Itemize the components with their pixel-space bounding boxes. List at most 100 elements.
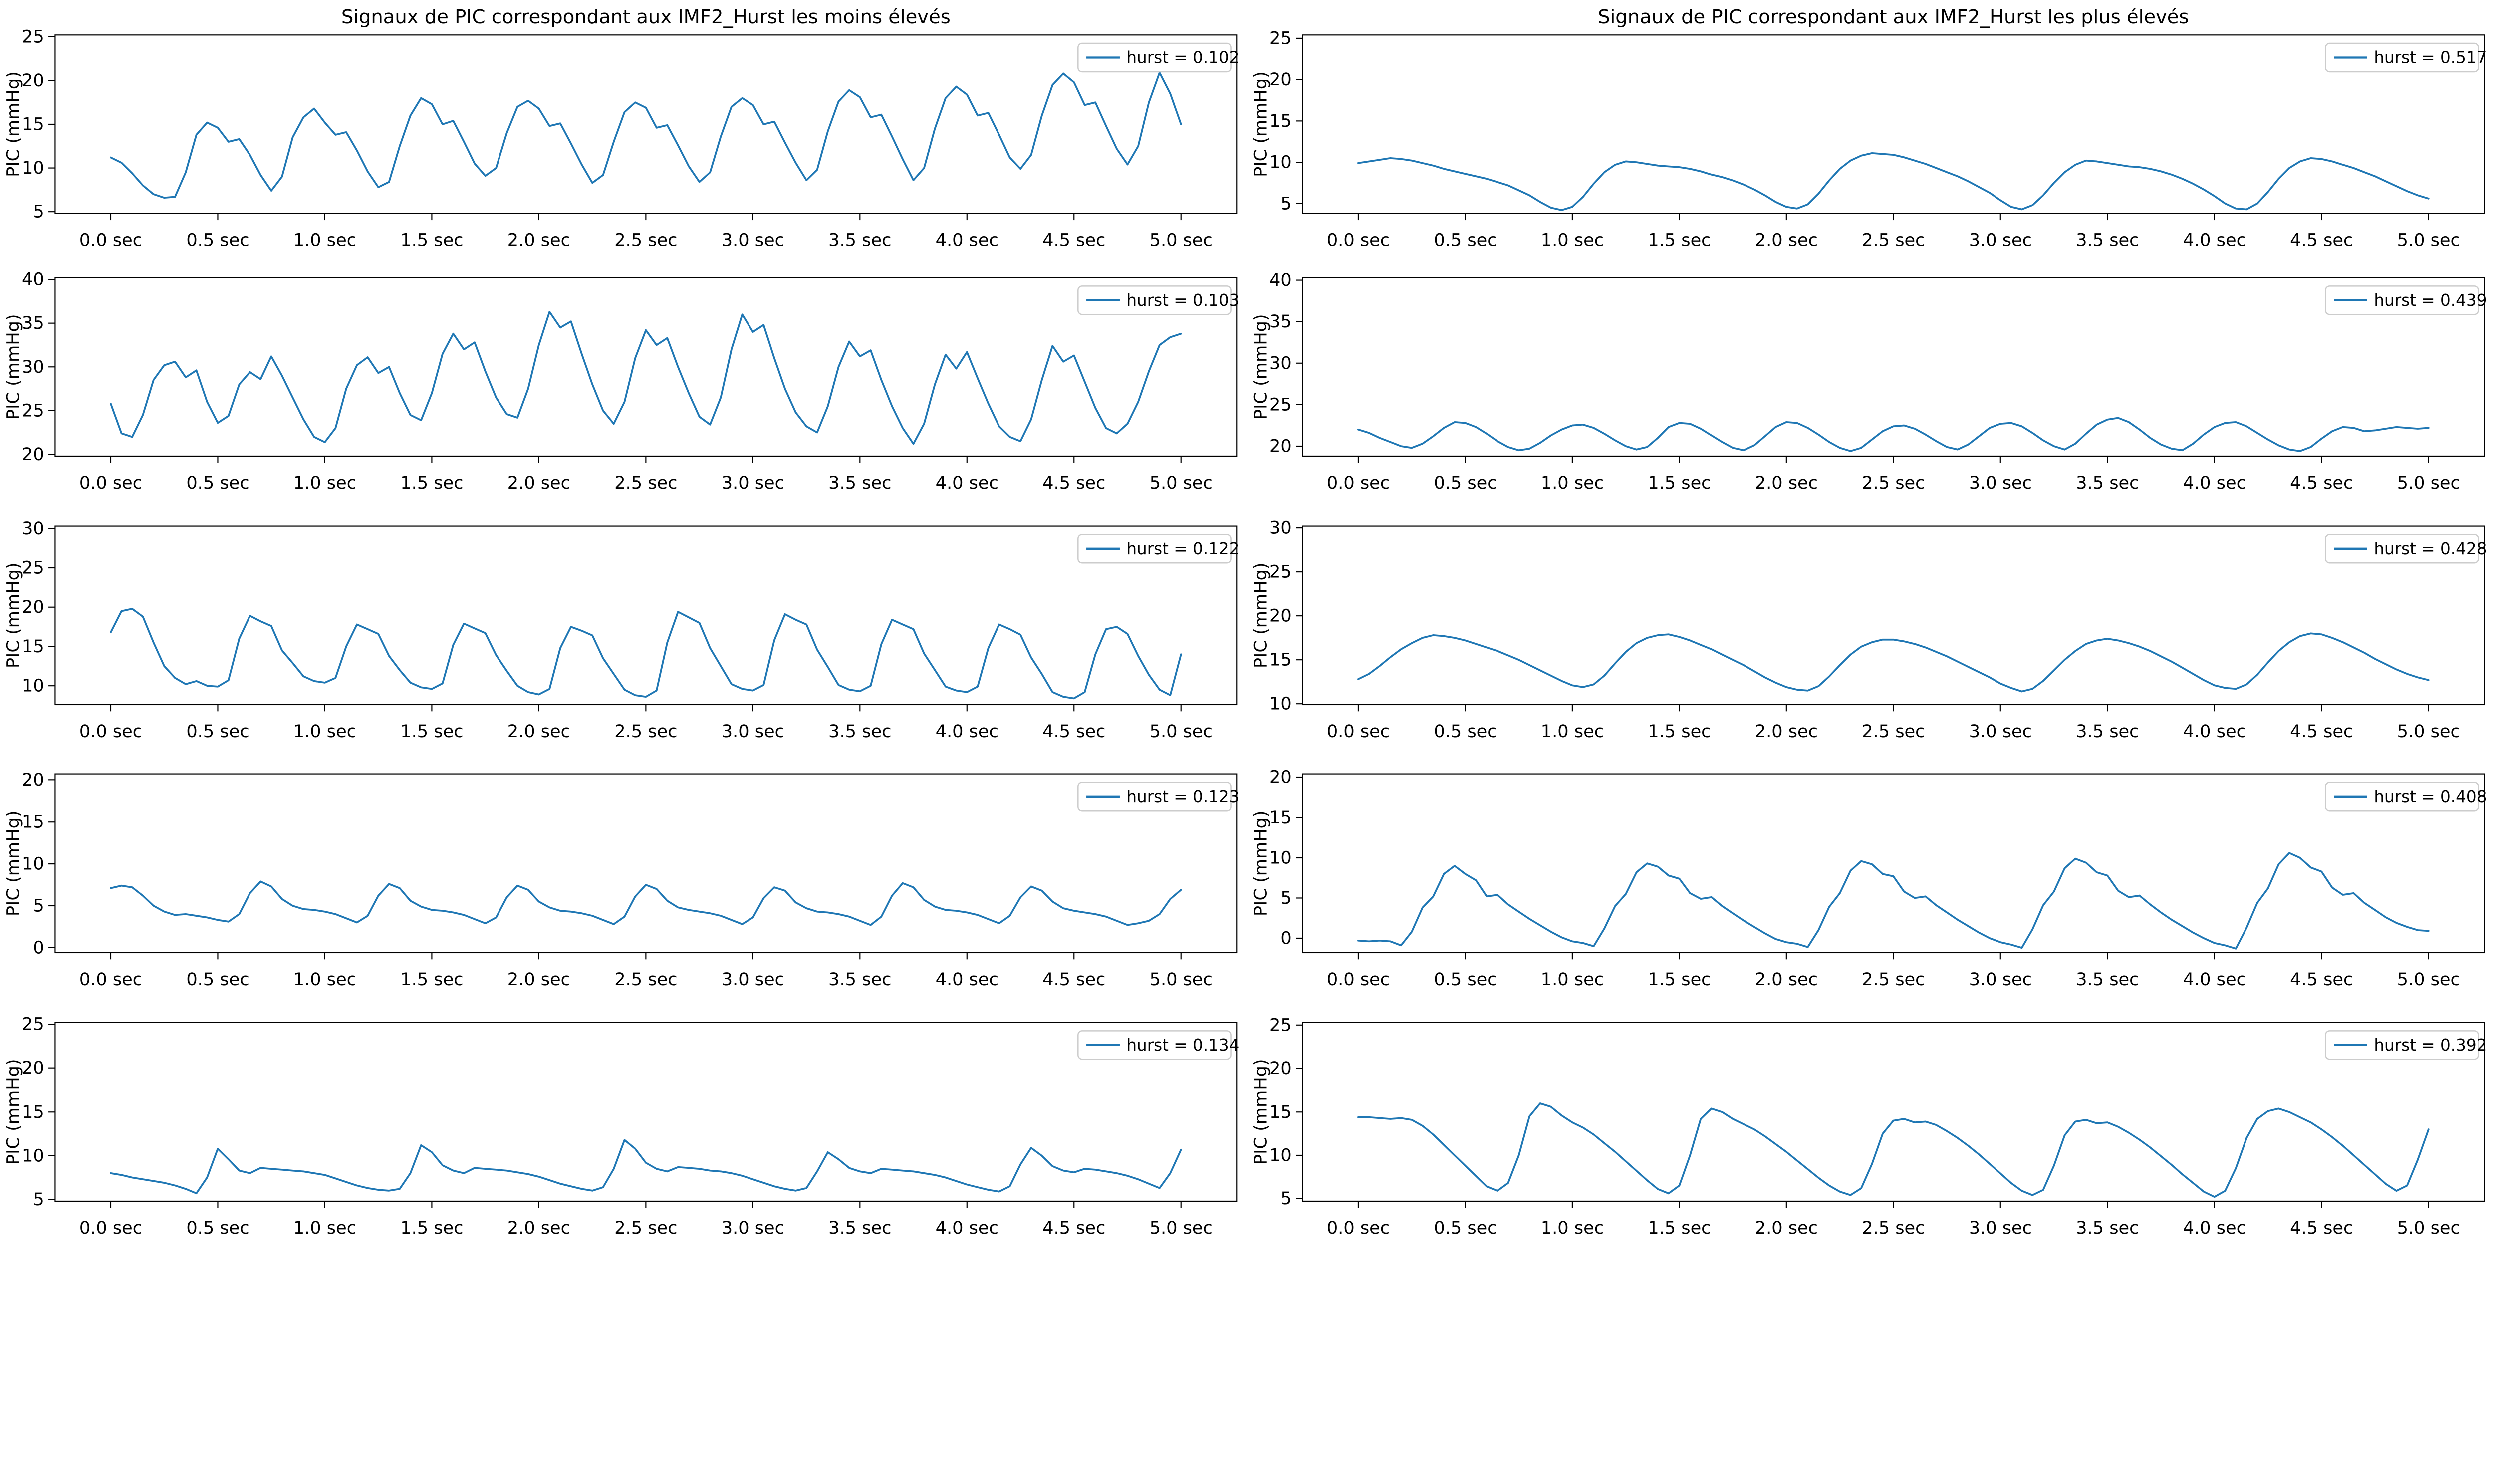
legend-label: hurst = 0.122	[1126, 539, 1239, 558]
subplot-right-2: 20 25 30 35 40 0.0 sec 0.5 sec 1.0 sec 1.5 sec 2.…	[1248, 248, 2495, 497]
y-tick-label: 20	[22, 1058, 44, 1078]
x-tick-label: 3.0 sec	[722, 473, 784, 493]
y-axis-label: PIC (mmHg)	[3, 71, 23, 177]
x-tick-label: 1.0 sec	[1541, 1218, 1604, 1238]
x-tick-label: 1.0 sec	[1541, 969, 1604, 989]
signal-line	[110, 607, 1182, 699]
x-tick-label: 3.5 sec	[2076, 721, 2139, 742]
x-tick-label: 1.5 sec	[1648, 230, 1711, 248]
y-tick-label: 20	[1269, 605, 1292, 626]
x-tick-label: 5.0 sec	[1150, 230, 1213, 248]
x-tick-label: 0.0 sec	[1327, 473, 1390, 493]
legend-box	[2325, 42, 2479, 73]
legend-box	[2325, 285, 2479, 315]
legend-label: hurst = 0.102	[1126, 48, 1239, 67]
x-tick-label: 1.5 sec	[1648, 721, 1711, 742]
y-tick-label: 10	[1269, 693, 1292, 714]
y-tick-label: 10	[1269, 1145, 1292, 1166]
y-tick-label: 10	[22, 854, 44, 874]
x-tick-label: 1.0 sec	[1541, 230, 1604, 248]
legend-box	[2325, 533, 2479, 564]
plot-canvas: 5 10 15 20 25 0.0 sec 0.5 sec 1.0 sec 1.5 sec 2.0…	[3, 6, 1239, 248]
subplot-right-1: 5 10 15 20 25 0.0 sec 0.5 sec 1.0 sec 1.5 sec 2.0…	[1248, 0, 2495, 248]
subplot-right-3: 10 15 20 25 30 0.0 sec 0.5 sec 1.0 sec 1.5 sec 2.…	[1248, 497, 2495, 745]
y-tick-label: 5	[33, 896, 44, 916]
subplot-left-3: 10 15 20 25 30 0.0 sec 0.5 sec 1.0 sec 1.5 sec 2.…	[0, 497, 1248, 745]
x-tick-label: 2.5 sec	[1862, 969, 1925, 989]
subplot-left-5: 5 10 15 20 25 0.0 sec 0.5 sec 1.0 sec 1.5 sec 2.0…	[0, 993, 1248, 1242]
x-tick-label: 5.0 sec	[2397, 1218, 2460, 1238]
y-tick-label: 5	[1280, 1188, 1291, 1209]
x-tick-label: 1.0 sec	[293, 969, 356, 989]
x-tick-label: 4.5 sec	[1042, 473, 1105, 493]
x-tick-label: 1.0 sec	[293, 230, 356, 248]
x-tick-label: 3.0 sec	[1969, 1218, 2032, 1238]
axes-frame	[1302, 34, 2485, 214]
y-tick-label: 15	[22, 1102, 44, 1122]
y-tick-label: 30	[22, 357, 44, 377]
y-tick-label: 25	[1269, 561, 1292, 582]
x-tick-label: 1.5 sec	[1648, 969, 1711, 989]
legend: hurst = 0.439	[2325, 285, 2487, 315]
legend: hurst = 0.428	[2325, 533, 2487, 564]
y-axis-label: PIC (mmHg)	[3, 562, 23, 668]
legend: hurst = 0.102	[1077, 42, 1239, 73]
subplot-right-5: 5 10 15 20 25 0.0 sec 0.5 sec 1.0 sec 1.5 sec 2.0…	[1248, 993, 2495, 1242]
x-tick-label: 3.0 sec	[722, 1218, 784, 1238]
x-tick-label: 4.0 sec	[2183, 473, 2246, 493]
x-tick-label: 1.0 sec	[293, 1218, 356, 1238]
x-tick-label: 2.0 sec	[507, 721, 570, 742]
y-tick-label: 10	[22, 158, 44, 178]
x-tick-label: 3.5 sec	[2076, 473, 2139, 493]
y-tick-label: 15	[1269, 649, 1292, 670]
y-tick-label: 15	[1269, 807, 1292, 828]
x-tick-label: 4.5 sec	[1042, 1218, 1105, 1238]
x-tick-label: 1.0 sec	[293, 721, 356, 742]
x-tick-label: 5.0 sec	[2397, 721, 2460, 742]
signal-line	[1357, 417, 2430, 452]
subplot-left-1: 5 10 15 20 25 0.0 sec 0.5 sec 1.0 sec 1.5 sec 2.0…	[0, 0, 1248, 248]
subplot-left-4: 0 5 10 15 20 0.0 sec 0.5 sec 1.0 sec 1.5 sec 2.0 …	[0, 745, 1248, 993]
signal-line	[110, 71, 1182, 199]
y-tick-label: 25	[22, 557, 44, 578]
y-tick-label: 20	[1269, 69, 1292, 90]
x-tick-label: 0.5 sec	[1434, 969, 1497, 989]
y-tick-label: 20	[1269, 767, 1292, 788]
x-tick-label: 0.0 sec	[79, 721, 142, 742]
x-tick-label: 1.5 sec	[400, 473, 463, 493]
y-axis-label: PIC (mmHg)	[3, 314, 23, 420]
x-tick-label: 4.0 sec	[936, 969, 998, 989]
x-tick-label: 2.0 sec	[1755, 473, 1818, 493]
x-tick-label: 1.5 sec	[400, 230, 463, 248]
x-tick-label: 0.5 sec	[186, 969, 249, 989]
signal-line	[1357, 152, 2430, 211]
y-tick-label: 10	[1269, 848, 1292, 868]
plot-canvas: 0 5 10 15 20 0.0 sec 0.5 sec 1.0 sec 1.5 sec 2.0 …	[1250, 767, 2487, 989]
column-title-left: Signaux de PIC correspondant aux IMF2_Hu…	[341, 6, 951, 28]
signal-line	[1357, 1102, 2430, 1198]
x-tick-label: 3.0 sec	[722, 969, 784, 989]
x-tick-label: 1.0 sec	[1541, 721, 1604, 742]
y-tick-label: 25	[1269, 394, 1292, 415]
legend-label: hurst = 0.392	[2374, 1036, 2487, 1055]
x-tick-label: 4.0 sec	[936, 1218, 998, 1238]
y-tick-label: 15	[22, 812, 44, 832]
axes-frame	[1302, 1022, 2485, 1202]
x-tick-label: 4.0 sec	[936, 721, 998, 742]
x-tick-label: 2.5 sec	[1862, 230, 1925, 248]
x-tick-label: 0.0 sec	[1327, 969, 1390, 989]
y-tick-label: 15	[22, 636, 44, 657]
x-tick-label: 2.0 sec	[1755, 1218, 1818, 1238]
x-tick-label: 3.5 sec	[828, 473, 891, 493]
axes-frame	[54, 34, 1238, 214]
x-tick-label: 0.5 sec	[1434, 1218, 1497, 1238]
x-tick-label: 5.0 sec	[2397, 969, 2460, 989]
legend-label: hurst = 0.408	[2374, 787, 2487, 806]
y-tick-label: 0	[33, 938, 44, 958]
legend-label: hurst = 0.428	[2374, 539, 2487, 558]
figure: 5 10 15 20 25 0.0 sec 0.5 sec 1.0 sec 1.5 sec 2.0…	[0, 0, 2495, 1242]
axes-frame	[1302, 525, 2485, 705]
y-tick-label: 5	[1280, 193, 1291, 214]
plot-canvas: 20 25 30 35 40 0.0 sec 0.5 sec 1.0 sec 1.5 sec 2.…	[1250, 270, 2487, 493]
x-tick-label: 1.5 sec	[400, 1218, 463, 1238]
